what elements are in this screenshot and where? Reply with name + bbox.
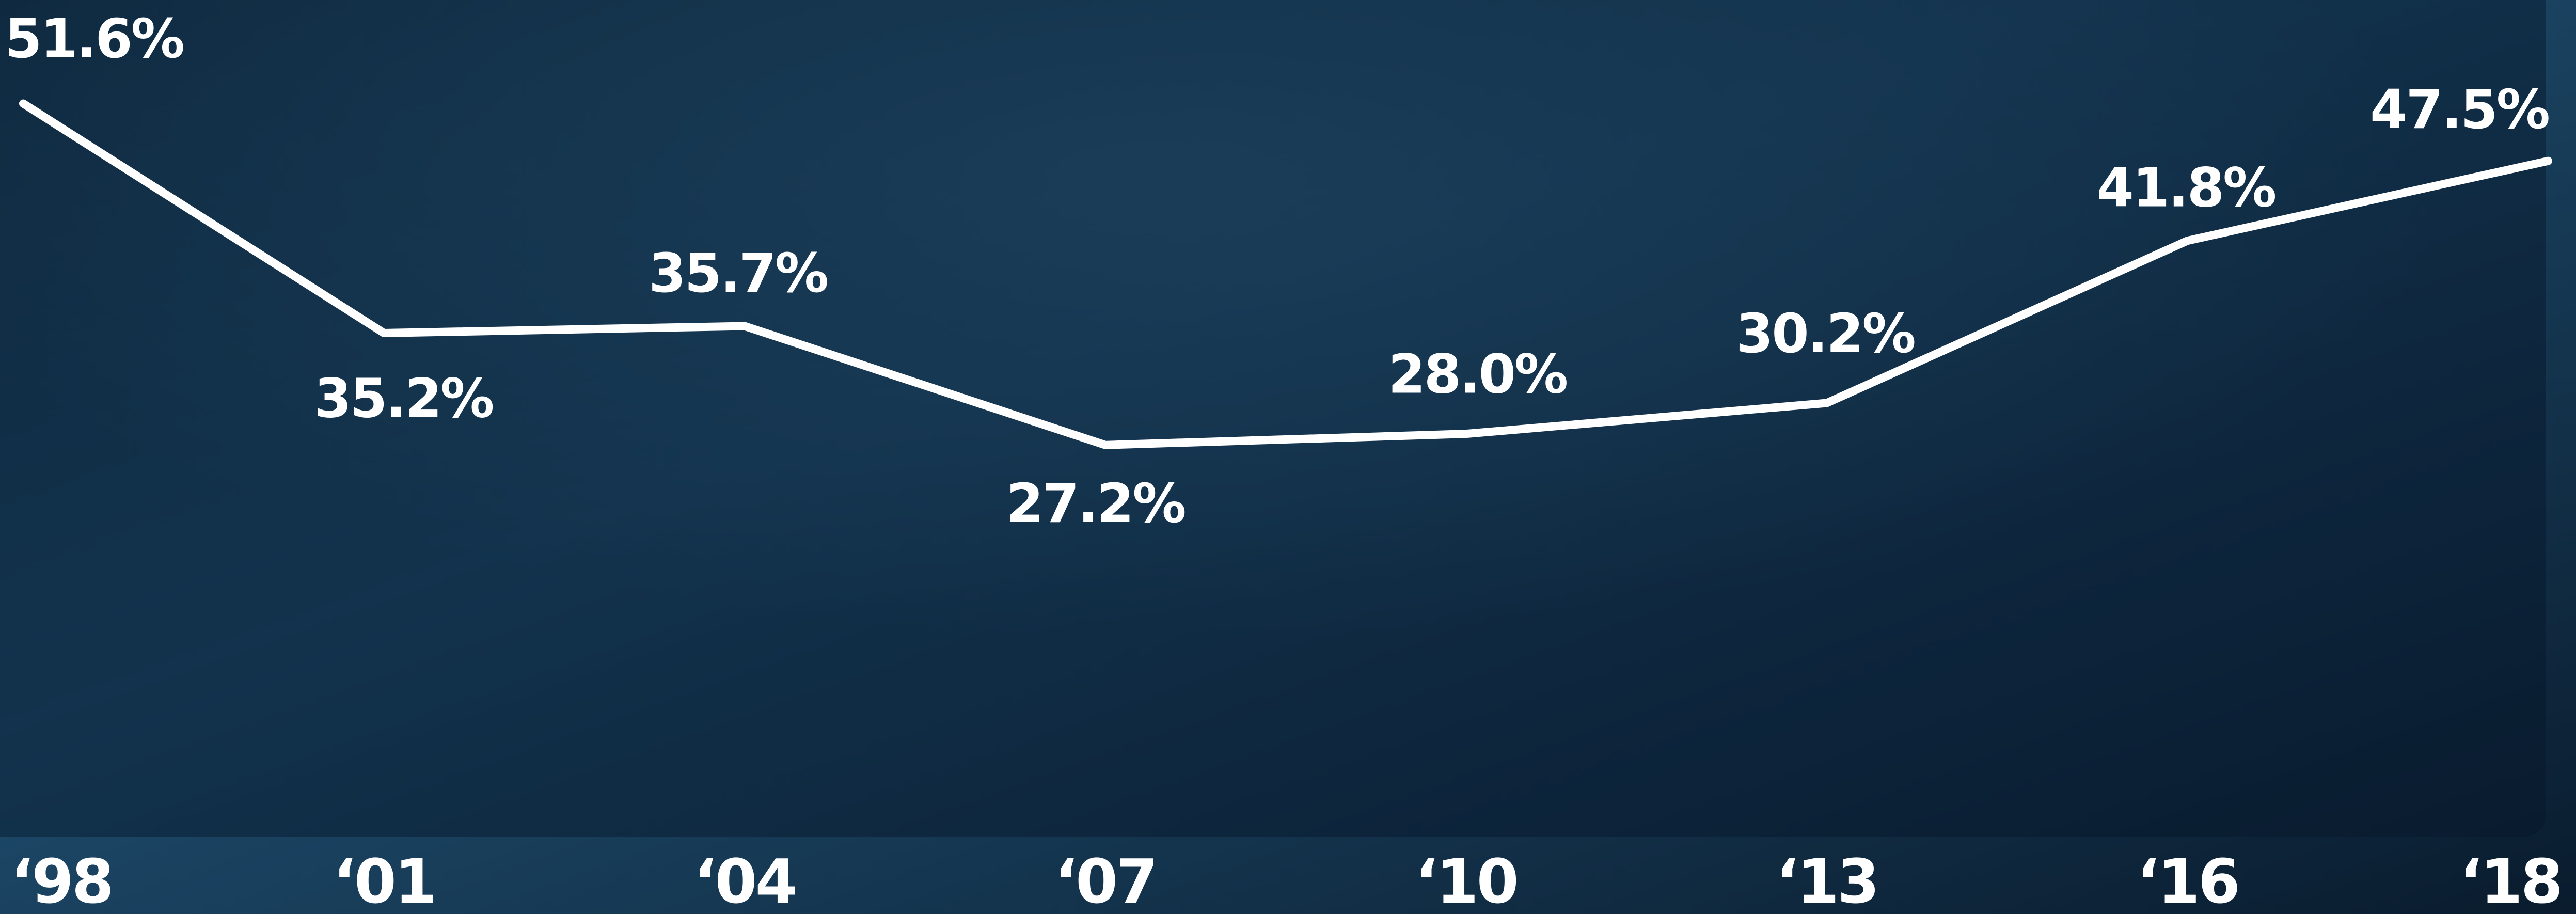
value-label: 41.8% <box>2097 156 2275 219</box>
x-tick-label: ‘16 <box>2137 846 2238 914</box>
value-label: 30.2% <box>1736 302 1915 365</box>
x-tick-label: ‘10 <box>1415 846 1517 914</box>
value-label: 35.2% <box>314 367 493 430</box>
value-label: 51.6% <box>5 7 183 70</box>
value-label: 28.0% <box>1388 342 1567 405</box>
value-label: 35.7% <box>649 242 827 305</box>
value-label: 27.2% <box>1006 472 1185 535</box>
chart: 51.6% 35.2% 35.7% 27.2% 28.0% 30.2% 41.8% 47.5%… <box>0 0 2576 914</box>
x-tick-label: ‘98 <box>10 846 112 914</box>
x-tick-label: ‘01 <box>333 846 435 914</box>
x-tick-label: ‘04 <box>694 846 796 914</box>
x-tick-label: ‘07 <box>1054 846 1156 914</box>
x-tick-label: ‘18 <box>2459 846 2561 914</box>
x-tick-label: ‘13 <box>1776 846 1877 914</box>
value-label: 47.5% <box>2370 78 2549 141</box>
